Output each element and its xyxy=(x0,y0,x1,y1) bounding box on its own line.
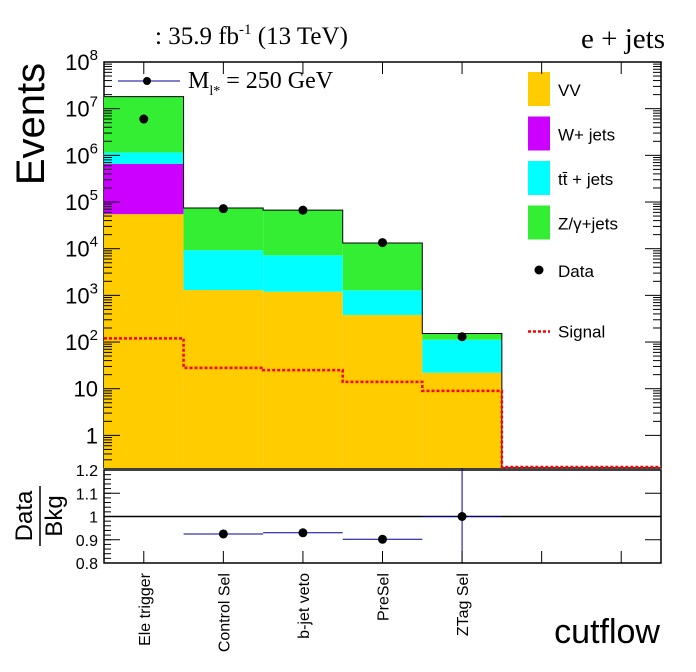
stack-bar-ttbarjets-0 xyxy=(104,152,184,164)
y-tick-label: 107 xyxy=(65,94,98,122)
ratio-point-4 xyxy=(457,512,467,521)
upper-y-axis: 1 10 102 103 104 105 106 107 108 xyxy=(65,47,661,461)
ratio-y-axis-title: Data Bkg xyxy=(11,486,68,546)
x-tick-label: PreSel xyxy=(376,573,393,621)
y-tick-label: 105 xyxy=(65,187,98,215)
ratio-y-axis: 0.8 0.9 1 1.1 1.2 xyxy=(76,463,661,573)
svg-text:Data: Data xyxy=(558,262,594,281)
stack-bar-vv-4 xyxy=(422,372,502,468)
data-points xyxy=(139,114,467,342)
stacked-histogram xyxy=(104,96,661,469)
y-tick-label: 103 xyxy=(65,280,98,308)
legend: VV W+ jets tt̄ + jets Z/γ+jets Data Signal xyxy=(528,72,618,342)
data-point-4 xyxy=(457,332,467,342)
svg-text:Z/γ+jets: Z/γ+jets xyxy=(558,215,618,234)
x-tick-label: Ele trigger xyxy=(137,572,154,646)
legend-entry-vv: VV xyxy=(528,72,581,106)
lumi-label: : 35.9 fb-1 (13 TeV) xyxy=(155,22,348,50)
y-tick-label: 1 xyxy=(86,423,98,448)
data-point-2 xyxy=(298,205,308,215)
legend-entry-data: Data xyxy=(534,262,594,281)
svg-text:Ml* = 250 GeV: Ml* = 250 GeV xyxy=(188,68,334,99)
stack-bar-ttbarjets-3 xyxy=(342,290,423,315)
ratio-points xyxy=(104,468,661,563)
svg-text:Bkg: Bkg xyxy=(41,495,68,536)
ratio-point-2 xyxy=(298,528,308,538)
stack-bar-vv-2 xyxy=(263,291,343,468)
y-axis-title: Events xyxy=(9,63,53,185)
legend-entry-zgammajets: Z/γ+jets xyxy=(528,205,618,240)
data-point-3 xyxy=(378,238,387,248)
y-tick-label: 102 xyxy=(65,327,98,355)
ratio-y-tick-label: 1 xyxy=(89,510,98,527)
y-tick-label: 106 xyxy=(65,140,98,168)
stack-bar-ttbarjets-2 xyxy=(263,255,343,292)
ratio-y-tick-label: 1.1 xyxy=(76,486,98,503)
stack-bar-vv-1 xyxy=(183,290,264,468)
svg-text:W+ jets: W+ jets xyxy=(558,126,615,145)
ratio-y-tick-label: 0.9 xyxy=(76,533,98,550)
x-axis: Ele trigger Control Sel b-jet veto PreSel ZT… xyxy=(137,62,622,652)
ratio-y-tick-label: 0.8 xyxy=(76,556,98,573)
ratio-point-1 xyxy=(218,529,228,539)
ratio-y-tick-label: 1.2 xyxy=(76,463,98,480)
stack-bar-zgammajets-1 xyxy=(183,208,264,251)
stack-bar-zgammajets-3 xyxy=(342,242,423,291)
mass-annotation: Ml* = 250 GeV xyxy=(118,68,334,99)
channel-label: e + jets xyxy=(581,23,665,55)
svg-text:Data: Data xyxy=(11,490,38,541)
data-point-0 xyxy=(139,114,149,124)
stack-bar-ttbarjets-1 xyxy=(183,250,264,291)
y-tick-label: 108 xyxy=(65,47,98,75)
stack-bar-vv-0 xyxy=(104,214,184,468)
legend-entry-wjets: W+ jets xyxy=(528,116,615,151)
svg-text:tt̄ + jets: tt̄ + jets xyxy=(558,170,613,189)
ratio-point-3 xyxy=(378,534,387,544)
stack-bar-zgammajets-0 xyxy=(104,96,184,153)
stack-bar-zgammajets-2 xyxy=(263,210,343,256)
signal-line xyxy=(104,337,661,469)
y-tick-label: 10 xyxy=(74,377,98,402)
stack-bar-wjets-0 xyxy=(104,163,184,215)
svg-text:Signal: Signal xyxy=(558,323,605,342)
data-point-1 xyxy=(218,204,228,214)
x-tick-label: b-jet veto xyxy=(296,573,313,639)
x-tick-label: Control Sel xyxy=(216,573,233,652)
x-tick-label: ZTag Sel xyxy=(455,573,472,636)
x-axis-title: cutflow xyxy=(554,613,660,651)
y-tick-label: 104 xyxy=(65,234,98,262)
signal-histogram xyxy=(104,337,661,469)
stack-bar-vv-3 xyxy=(342,314,423,468)
legend-entry-ttbarjets: tt̄ + jets xyxy=(528,161,613,195)
legend-entry-signal: Signal xyxy=(528,323,605,342)
svg-text:VV: VV xyxy=(558,81,581,100)
stack-bar-ttbarjets-4 xyxy=(422,339,502,373)
